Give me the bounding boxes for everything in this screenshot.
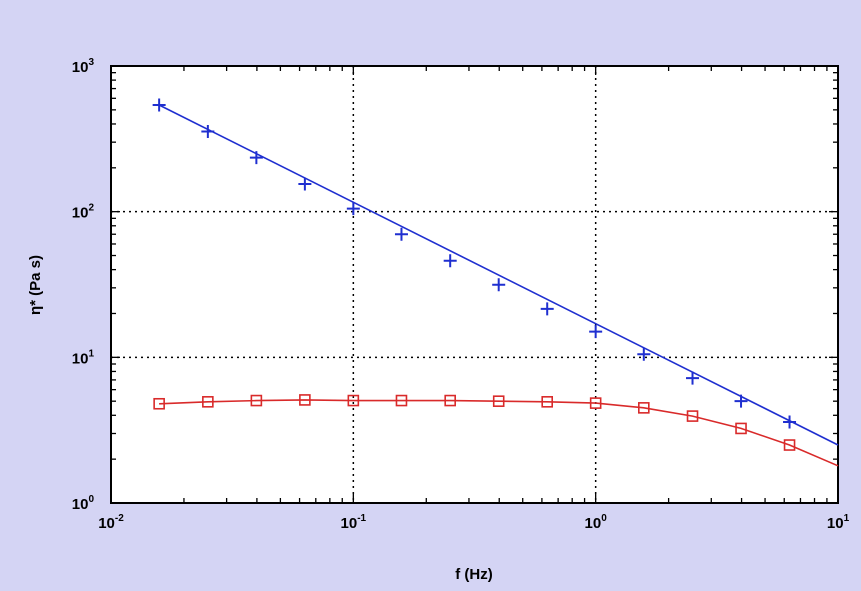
x-axis-label: f (Hz) (455, 566, 493, 583)
plot-area (111, 66, 838, 503)
y-tick-label: 100 (72, 494, 95, 513)
y-tick-label: 101 (72, 348, 95, 367)
x-tick-label: 100 (585, 513, 608, 532)
y-tick-labels: 100 101 102 103 (72, 57, 95, 513)
y-axis-label: η* (Pa s) (27, 255, 44, 315)
x-tick-label: 101 (827, 513, 850, 532)
y-tick-label: 102 (72, 203, 95, 222)
x-tick-labels: 10-2 10-1 100 101 (98, 513, 849, 532)
x-tick-label: 10-2 (98, 513, 124, 532)
y-tick-label: 103 (72, 57, 95, 76)
x-tick-label: 10-1 (341, 513, 367, 532)
